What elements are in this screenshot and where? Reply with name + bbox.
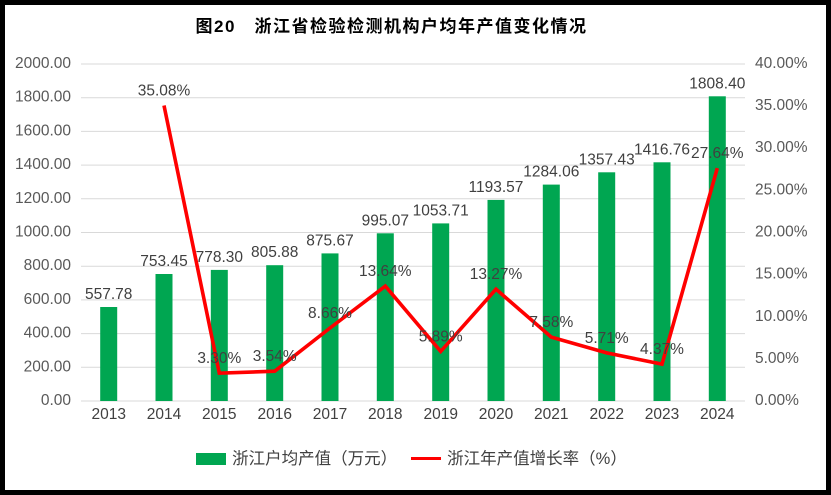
svg-text:0.00%: 0.00% xyxy=(755,392,799,409)
svg-text:13.27%: 13.27% xyxy=(470,266,523,283)
svg-text:13.64%: 13.64% xyxy=(359,263,412,280)
svg-text:2013: 2013 xyxy=(91,406,125,423)
svg-text:8.66%: 8.66% xyxy=(308,305,352,322)
svg-text:2020: 2020 xyxy=(479,406,514,423)
svg-text:805.88: 805.88 xyxy=(251,244,298,261)
svg-text:2017: 2017 xyxy=(313,406,347,423)
svg-text:0.00: 0.00 xyxy=(41,392,72,409)
svg-text:3.54%: 3.54% xyxy=(253,348,297,365)
svg-text:7.58%: 7.58% xyxy=(529,314,573,331)
svg-text:2024: 2024 xyxy=(700,406,735,423)
svg-text:3.30%: 3.30% xyxy=(197,350,241,367)
svg-text:30.00%: 30.00% xyxy=(755,139,808,156)
svg-text:778.30: 778.30 xyxy=(196,249,244,266)
svg-text:1400.00: 1400.00 xyxy=(15,156,71,173)
svg-text:15.00%: 15.00% xyxy=(755,266,808,283)
svg-text:2018: 2018 xyxy=(368,406,402,423)
svg-text:995.07: 995.07 xyxy=(362,212,409,229)
svg-text:4.37%: 4.37% xyxy=(640,341,684,358)
svg-text:20.00%: 20.00% xyxy=(755,224,808,241)
svg-text:200.00: 200.00 xyxy=(24,358,72,375)
svg-text:600.00: 600.00 xyxy=(24,291,72,308)
svg-text:1357.43: 1357.43 xyxy=(579,151,635,168)
svg-text:2022: 2022 xyxy=(589,406,623,423)
svg-text:1200.00: 1200.00 xyxy=(15,190,71,207)
svg-text:2015: 2015 xyxy=(202,406,236,423)
svg-text:1193.57: 1193.57 xyxy=(469,179,524,196)
svg-text:1053.71: 1053.71 xyxy=(413,202,469,219)
svg-text:2000.00: 2000.00 xyxy=(15,55,71,72)
svg-text:875.67: 875.67 xyxy=(306,232,353,249)
svg-text:753.45: 753.45 xyxy=(140,253,187,270)
svg-text:27.64%: 27.64% xyxy=(691,145,744,162)
svg-text:5.89%: 5.89% xyxy=(419,328,463,345)
svg-text:2019: 2019 xyxy=(423,406,457,423)
svg-text:2016: 2016 xyxy=(257,406,291,423)
svg-text:25.00%: 25.00% xyxy=(755,181,808,198)
svg-text:35.00%: 35.00% xyxy=(755,97,808,114)
svg-text:2021: 2021 xyxy=(534,406,568,423)
svg-text:1808.40: 1808.40 xyxy=(689,75,745,92)
svg-text:5.71%: 5.71% xyxy=(585,330,629,347)
svg-text:1800.00: 1800.00 xyxy=(15,89,71,106)
svg-text:10.00%: 10.00% xyxy=(755,308,808,325)
svg-text:40.00%: 40.00% xyxy=(755,55,808,72)
svg-text:1416.76: 1416.76 xyxy=(634,141,690,158)
svg-text:400.00: 400.00 xyxy=(24,325,72,342)
svg-text:2014: 2014 xyxy=(147,406,182,423)
svg-text:2023: 2023 xyxy=(645,406,679,423)
svg-text:1284.06: 1284.06 xyxy=(523,164,579,181)
svg-text:557.78: 557.78 xyxy=(85,286,132,303)
svg-text:1600.00: 1600.00 xyxy=(15,122,71,139)
svg-text:5.00%: 5.00% xyxy=(755,350,799,367)
svg-text:35.08%: 35.08% xyxy=(138,83,191,100)
svg-text:1000.00: 1000.00 xyxy=(15,224,71,241)
svg-text:800.00: 800.00 xyxy=(24,257,72,274)
